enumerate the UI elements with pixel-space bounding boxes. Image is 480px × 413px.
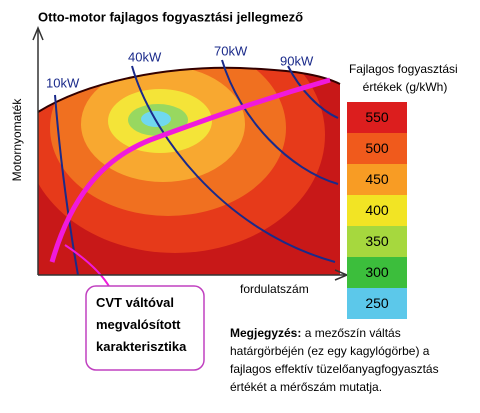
power-label: 70kW <box>214 43 248 58</box>
legend-swatch <box>347 133 407 164</box>
title: Otto-motor fajlagos fogyasztási jellegme… <box>38 9 303 24</box>
legend-label: 450 <box>365 171 389 187</box>
legend-label: 500 <box>365 140 389 156</box>
cvt-curve <box>49 77 331 263</box>
legend: 550 500 450 400 350 300 250 <box>347 102 407 319</box>
power-label: 90kW <box>280 53 314 68</box>
legend-label: 400 <box>365 202 389 218</box>
power-label: 10kW <box>46 75 80 90</box>
note: Megjegyzés: a mezőszín váltás határgörbé… <box>230 326 442 394</box>
legend-label: 350 <box>365 233 389 249</box>
arrow <box>32 26 44 41</box>
power-line <box>131 65 336 263</box>
legend-title: Fajlagos fogyasztási értékek (g/kWh) <box>349 62 461 94</box>
legend-swatch <box>347 257 407 288</box>
power-line <box>221 59 339 185</box>
x-axis-label: fordulatszám <box>240 282 309 296</box>
legend-label: 250 <box>365 295 389 311</box>
power-line <box>287 65 339 119</box>
callout-pointer <box>64 244 111 289</box>
callout-box <box>85 285 205 371</box>
legend-swatch <box>347 195 407 226</box>
y-axis-label: Motornyomaték <box>10 98 24 182</box>
legend-label: 300 <box>365 264 389 280</box>
legend-label: 550 <box>365 109 389 125</box>
consumption-map <box>38 67 340 275</box>
power-lines <box>54 59 339 276</box>
boundary <box>37 66 341 113</box>
legend-swatch <box>347 226 407 257</box>
power-label: 40kW <box>128 49 162 64</box>
legend-swatch <box>347 164 407 195</box>
legend-swatch <box>347 102 407 133</box>
power-line <box>54 94 79 276</box>
callout-text: CVT váltóval megvalósított karakteriszti… <box>96 295 187 354</box>
legend-swatch <box>347 288 407 319</box>
